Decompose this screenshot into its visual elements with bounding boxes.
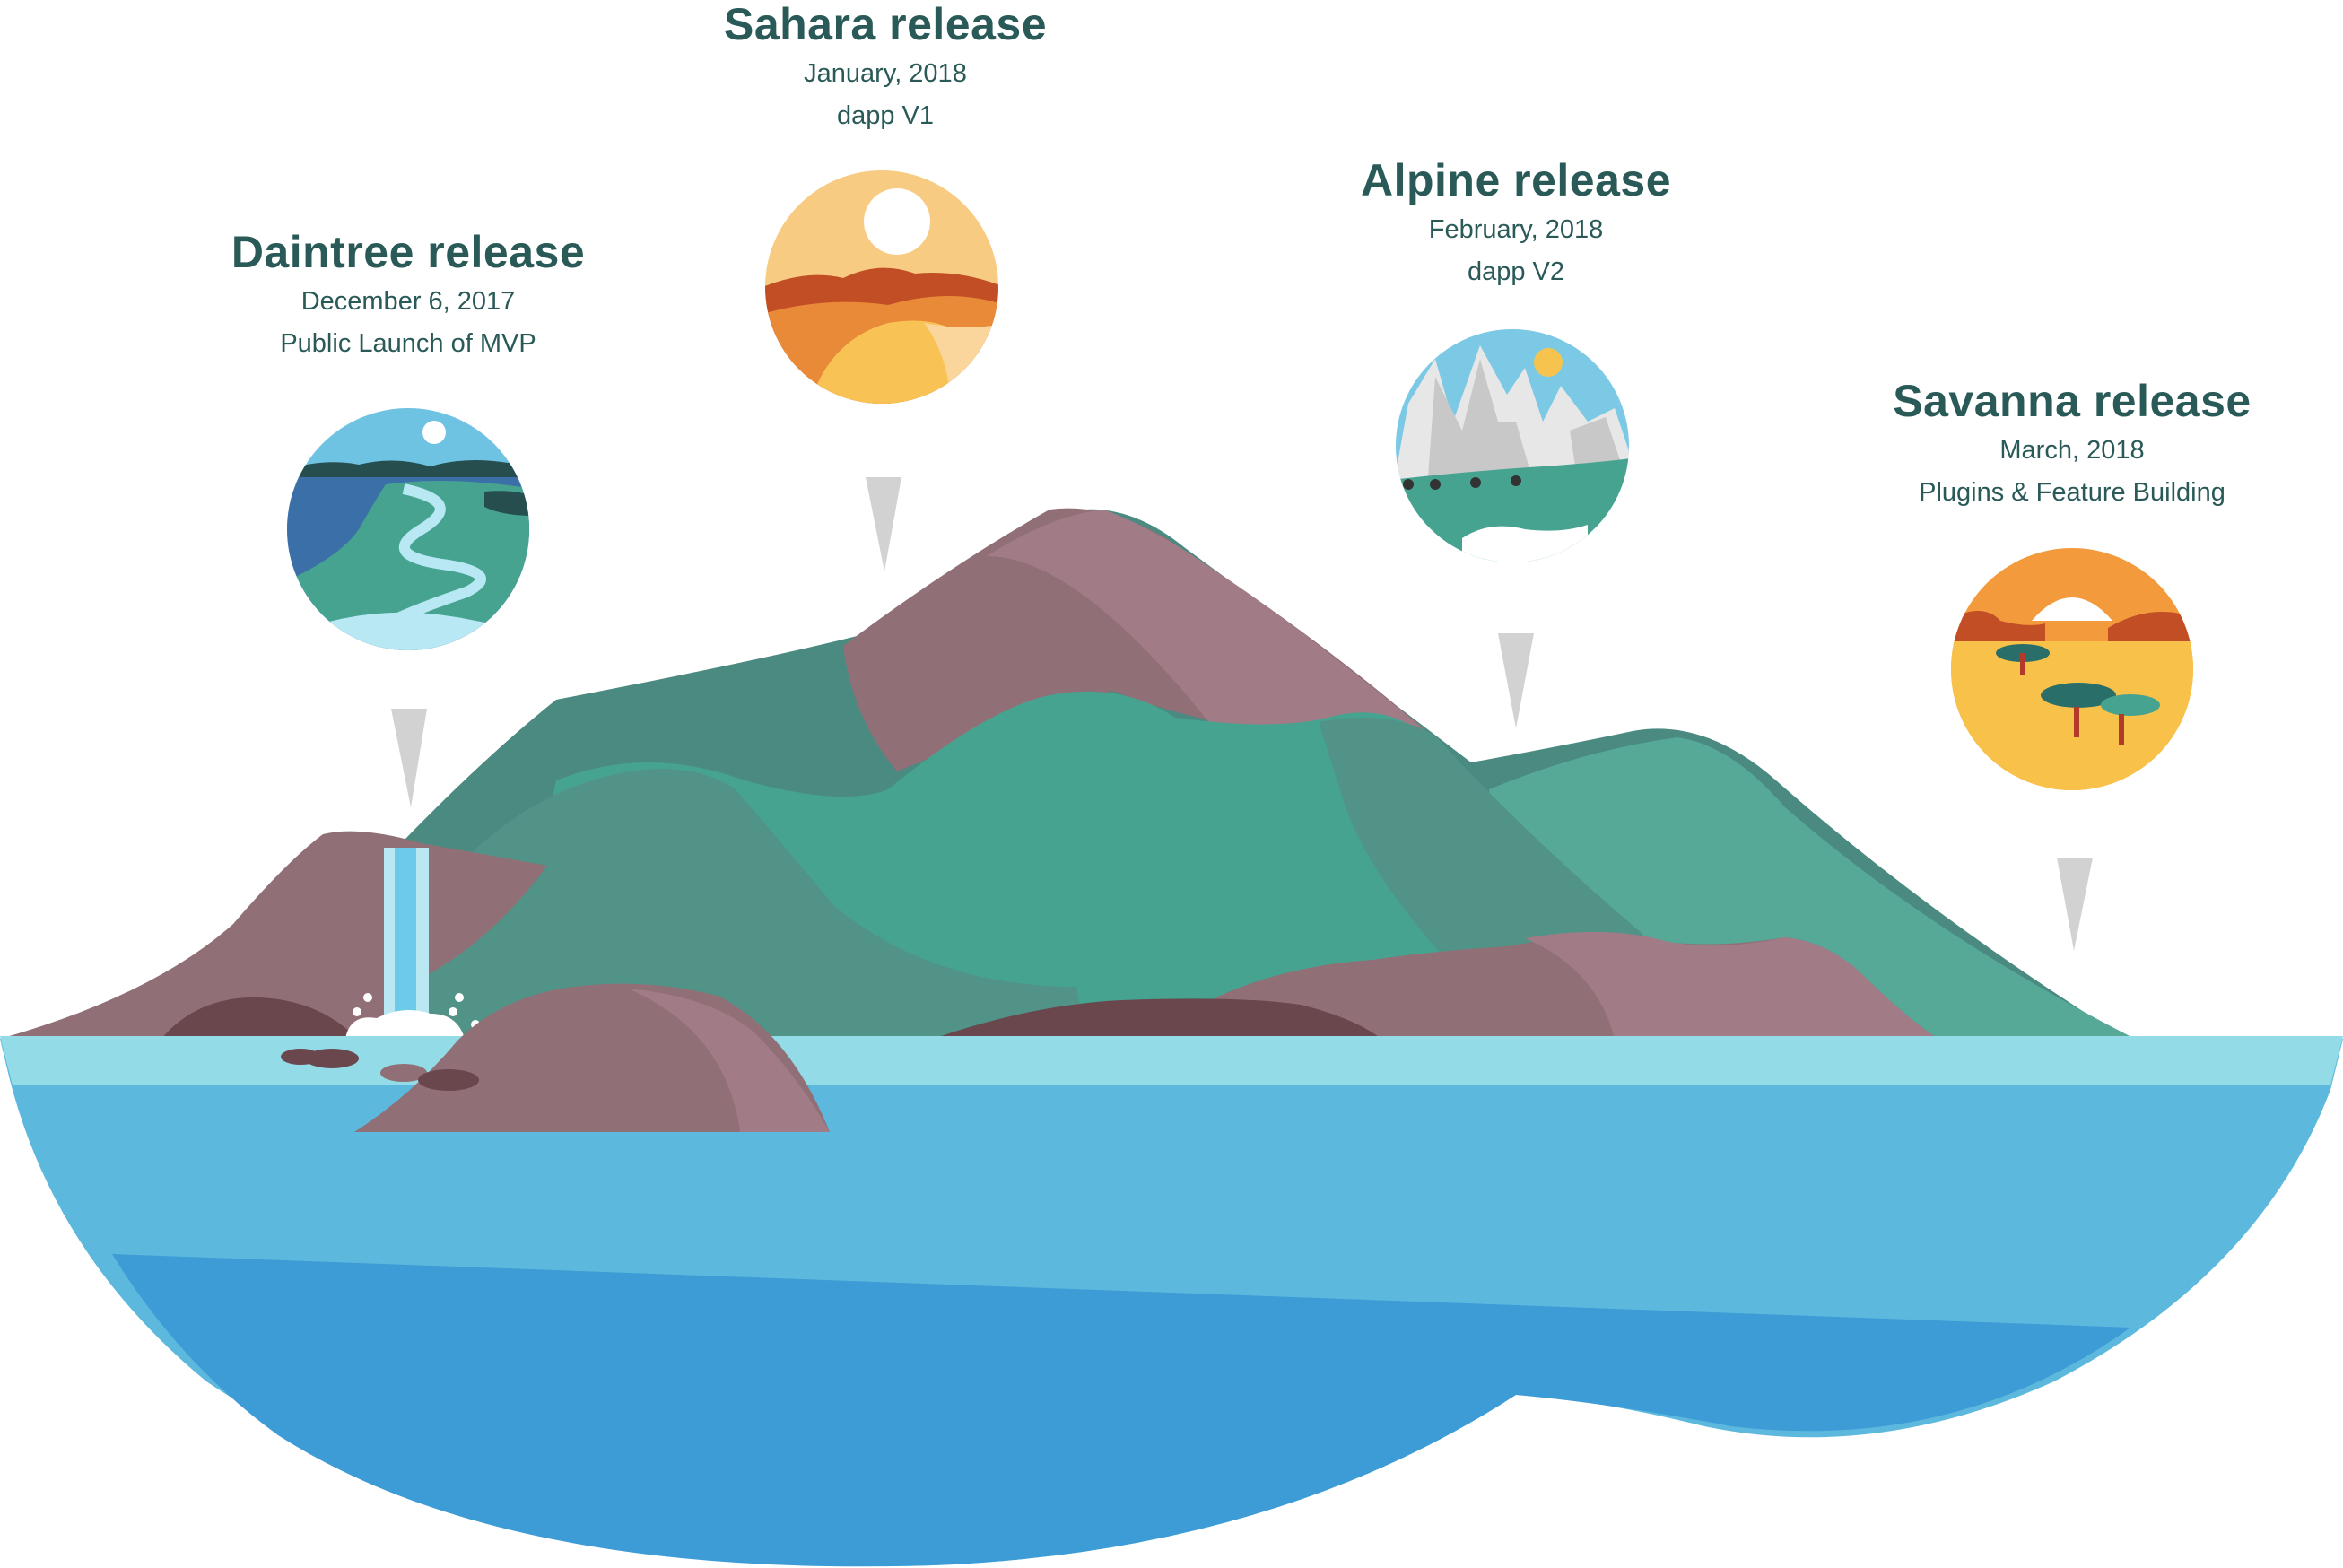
release-note: dapp V1	[836, 101, 935, 130]
release-title: Daintree release	[231, 227, 586, 277]
release-note: dapp V2	[1467, 257, 1565, 286]
sahara-medallion	[765, 170, 998, 404]
release-alpine: Alpine release February, 2018 dapp V2	[1202, 154, 1830, 287]
water-body	[0, 1039, 2343, 1567]
release-note: Plugins & Feature Building	[1919, 478, 2225, 507]
waterfall	[345, 848, 480, 1039]
release-sahara: Sahara release January, 2018 dapp V1	[571, 0, 1199, 131]
pointer-sahara	[866, 477, 901, 571]
release-title: Alpine release	[1360, 155, 1672, 205]
foreground-rocks	[281, 983, 830, 1132]
pointer-alpine	[1498, 633, 1534, 728]
release-title: Savanna release	[1893, 376, 2252, 426]
release-savanna: Savanna release March, 2018 Plugins & Fe…	[1758, 375, 2343, 508]
release-date: December 6, 2017	[300, 287, 516, 316]
release-note: Public Launch of MVP	[280, 329, 536, 358]
savanna-medallion	[1951, 548, 2193, 790]
release-title: Sahara release	[723, 0, 1048, 49]
left-teal-slope	[377, 769, 1085, 1039]
right-mauve-hill-light	[1525, 931, 1938, 1039]
water-deep-layer	[112, 1254, 2130, 1567]
foreground-mauve-rock-light	[628, 989, 830, 1132]
pointer-daintree	[391, 709, 427, 807]
mountains	[0, 508, 2135, 1039]
alpine-medallion	[1396, 329, 1629, 562]
central-mauve-peak-light	[987, 510, 1426, 733]
dark-rock-left	[161, 997, 354, 1039]
pointer-savanna	[2057, 858, 2093, 951]
release-daintree: Daintree release December 6, 2017 Public…	[94, 226, 722, 359]
dark-rock-center	[933, 998, 1381, 1039]
release-date: January, 2018	[804, 59, 967, 88]
release-date: February, 2018	[1428, 215, 1604, 244]
release-date: March, 2018	[1999, 436, 2145, 465]
daintree-medallion	[287, 408, 529, 650]
pointers	[391, 477, 2093, 951]
